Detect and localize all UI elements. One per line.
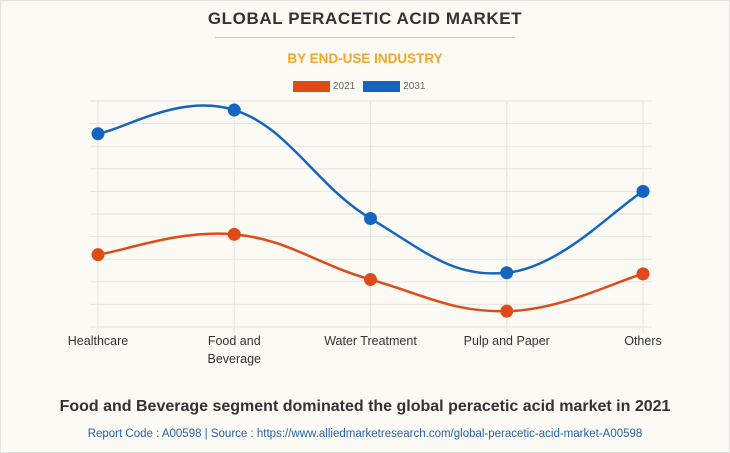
x-tick-label: Others (583, 332, 703, 350)
legend-item-2021[interactable]: 2021 (293, 81, 355, 92)
title-divider (215, 37, 515, 38)
chart-subtitle: BY END-USE INDUSTRY (287, 51, 443, 66)
data-point-2031 (364, 212, 377, 226)
x-tick-label: Pulp and Paper (447, 332, 567, 350)
data-point-2031 (227, 103, 241, 117)
x-tick-label-line: Healthcare (67, 334, 129, 348)
x-tick-label-line: Beverage (207, 352, 261, 366)
legend-swatch-2021 (293, 81, 330, 92)
legend-label-2021: 2021 (333, 81, 356, 92)
data-point-2021 (500, 304, 514, 318)
data-point-2021 (227, 227, 241, 241)
x-tick-label-line: Others (624, 334, 662, 348)
legend: 2021 2031 (293, 80, 434, 93)
x-tick-label-line: Food and (207, 334, 261, 348)
legend-swatch-2031 (363, 81, 401, 92)
x-tick-label-line: Pulp and Paper (463, 334, 550, 348)
x-tick-label-line: Water Treatment (324, 334, 417, 348)
data-point-2031 (500, 266, 514, 280)
x-tick-label: Water Treatment (311, 332, 431, 350)
x-tick-label: Healthcare (38, 332, 158, 350)
chart-caption: Food and Beverage segment dominated the … (59, 398, 671, 415)
legend-item-2031[interactable]: 2031 (363, 81, 426, 92)
data-point-2021 (91, 248, 105, 262)
x-tick-label: Food and Beverage (174, 332, 294, 368)
source-line[interactable]: Report Code : A00598 | Source : https://… (87, 428, 643, 440)
chart-title: GLOBAL PERACETIC ACID MARKET (207, 9, 523, 28)
data-point-2021 (364, 273, 377, 287)
legend-label-2031: 2031 (403, 81, 426, 92)
data-point-2021 (636, 267, 650, 281)
data-point-2031 (91, 127, 105, 141)
data-point-2031 (636, 184, 650, 198)
